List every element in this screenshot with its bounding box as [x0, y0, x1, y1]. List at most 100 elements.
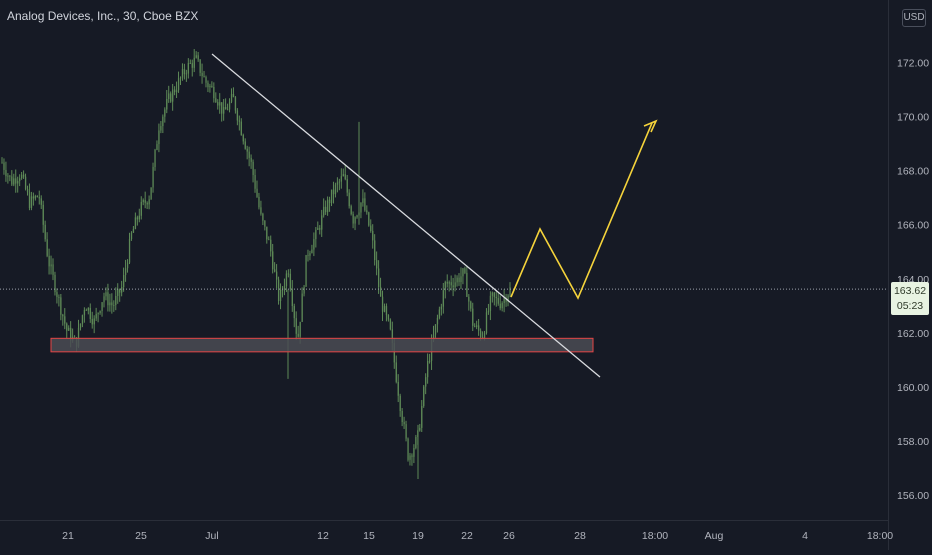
- candle-body: [505, 297, 507, 302]
- candle-body: [48, 255, 50, 267]
- candle-body: [334, 184, 337, 195]
- candle-body: [150, 187, 152, 200]
- candle-body: [226, 109, 229, 111]
- candle-body: [348, 192, 350, 207]
- candle-body: [411, 455, 413, 457]
- candle-body: [434, 324, 437, 335]
- candle-body: [313, 239, 315, 250]
- candle-body: [168, 93, 170, 99]
- candle-body: [350, 206, 352, 215]
- candle-body: [470, 301, 472, 309]
- candle-body: [287, 273, 290, 275]
- candle-body: [223, 107, 225, 114]
- candle-body: [268, 239, 270, 241]
- time-tick-label: 19: [412, 530, 424, 542]
- candle-body: [277, 279, 280, 301]
- candle-body: [240, 121, 242, 136]
- candle-body: [321, 215, 323, 230]
- candle-body: [1, 162, 3, 164]
- candle-body: [124, 268, 127, 275]
- candle-body: [328, 199, 331, 204]
- candle-body: [438, 309, 441, 318]
- candle-body: [21, 174, 23, 179]
- candle-body: [79, 323, 82, 328]
- candle-body: [9, 175, 11, 177]
- candle-body: [509, 286, 511, 296]
- candle-body: [407, 438, 409, 460]
- candle-body: [436, 317, 439, 325]
- candle-body: [146, 202, 148, 205]
- candle-body: [383, 306, 386, 312]
- candle-body: [34, 196, 37, 199]
- candle-body: [309, 253, 311, 256]
- candle-body: [476, 325, 478, 327]
- candle-body: [340, 176, 343, 182]
- candle-body: [325, 206, 327, 213]
- projection-arrowhead: [643, 119, 658, 133]
- candle-body: [22, 174, 25, 177]
- candle-body: [326, 199, 329, 213]
- time-axis: 21 25 Jul 12 15 19 22 26 28 18:00 Aug 4 18:00: [0, 520, 893, 542]
- candle-body: [305, 255, 307, 287]
- candle-body: [370, 225, 372, 231]
- candle-body: [458, 277, 460, 283]
- time-tick-label: 4: [802, 530, 808, 542]
- candle-body: [215, 98, 217, 103]
- candle-body: [201, 72, 203, 77]
- candle-body: [77, 327, 80, 347]
- time-tick-label: 12: [317, 530, 329, 542]
- candle-body: [172, 89, 174, 102]
- candle-body: [448, 282, 450, 284]
- candle-body: [187, 63, 190, 74]
- candle-body: [93, 318, 95, 325]
- candle-body: [36, 196, 39, 198]
- candle-body: [409, 455, 411, 460]
- candle-body: [73, 336, 76, 338]
- currency-button[interactable]: USD: [902, 9, 926, 27]
- candle-body: [217, 102, 219, 106]
- candle-body: [138, 215, 140, 220]
- candle-body: [374, 240, 376, 261]
- candle-body: [154, 149, 156, 167]
- last-price-value: 163.62: [893, 285, 927, 297]
- candle-body: [323, 206, 325, 216]
- candle-body: [156, 144, 158, 150]
- candle-body: [503, 297, 505, 304]
- candle-body: [256, 188, 258, 197]
- candle-body: [66, 323, 68, 331]
- candle-body: [270, 239, 272, 252]
- candle-body: [40, 198, 42, 205]
- candle-body: [32, 196, 35, 199]
- candle-body: [221, 102, 223, 114]
- overlays-layer: [0, 53, 888, 378]
- candle-body: [91, 318, 93, 325]
- candle-body: [311, 249, 313, 254]
- candle-body: [185, 73, 188, 75]
- candle-body: [56, 292, 58, 297]
- candle-body: [248, 151, 250, 158]
- candle-body: [360, 202, 362, 213]
- candle-body: [466, 272, 468, 297]
- candle-body: [174, 89, 176, 93]
- candle-body: [344, 174, 346, 180]
- candle-body: [442, 290, 445, 307]
- candle-body: [87, 307, 90, 311]
- candle-body: [336, 182, 339, 185]
- candle-body: [107, 292, 109, 306]
- candle-body: [372, 230, 374, 241]
- candle-body: [356, 215, 358, 218]
- candle-body: [493, 292, 496, 298]
- candle-body: [85, 310, 88, 311]
- candle-body: [62, 314, 64, 317]
- candle-body: [479, 330, 482, 338]
- candle-body: [444, 281, 446, 291]
- candle-body: [289, 273, 292, 290]
- time-tick-label: 18:00: [867, 530, 893, 542]
- candle-body: [15, 178, 17, 184]
- candle-body: [183, 69, 186, 75]
- time-tick-label: Aug: [705, 530, 724, 542]
- candle-body: [450, 282, 452, 286]
- candle-body: [387, 315, 390, 320]
